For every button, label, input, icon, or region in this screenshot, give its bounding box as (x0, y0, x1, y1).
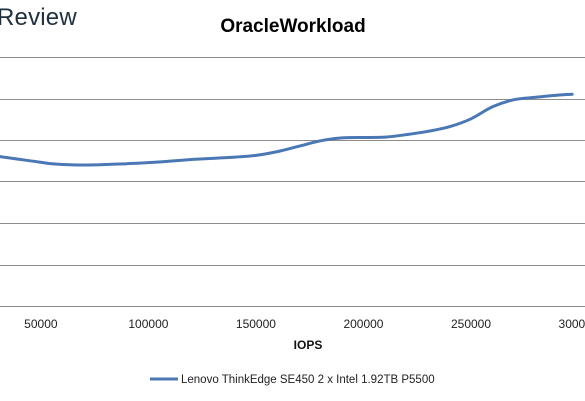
x-axis-ticks: 50000 100000 150000 200000 250000 300000 (24, 317, 585, 331)
chart-title: OracleWorkload (220, 16, 365, 37)
x-tick-label: 50000 (24, 317, 58, 331)
x-tick-label: 100000 (128, 317, 168, 331)
x-tick-label: 150000 (236, 317, 276, 331)
x-tick-label: 300000 (559, 317, 585, 331)
legend-label: Lenovo ThinkEdge SE450 2 x Intel 1.92TB … (181, 374, 435, 386)
legend: Lenovo ThinkEdge SE450 2 x Intel 1.92TB … (150, 374, 435, 386)
x-tick-label: 250000 (451, 317, 491, 331)
x-axis-label: IOPS (294, 338, 323, 352)
series-line (0, 92, 574, 167)
series-layer (0, 92, 574, 167)
brand-logo-text: Review (0, 4, 77, 31)
gridlines (0, 57, 585, 307)
x-tick-label: 200000 (343, 317, 383, 331)
